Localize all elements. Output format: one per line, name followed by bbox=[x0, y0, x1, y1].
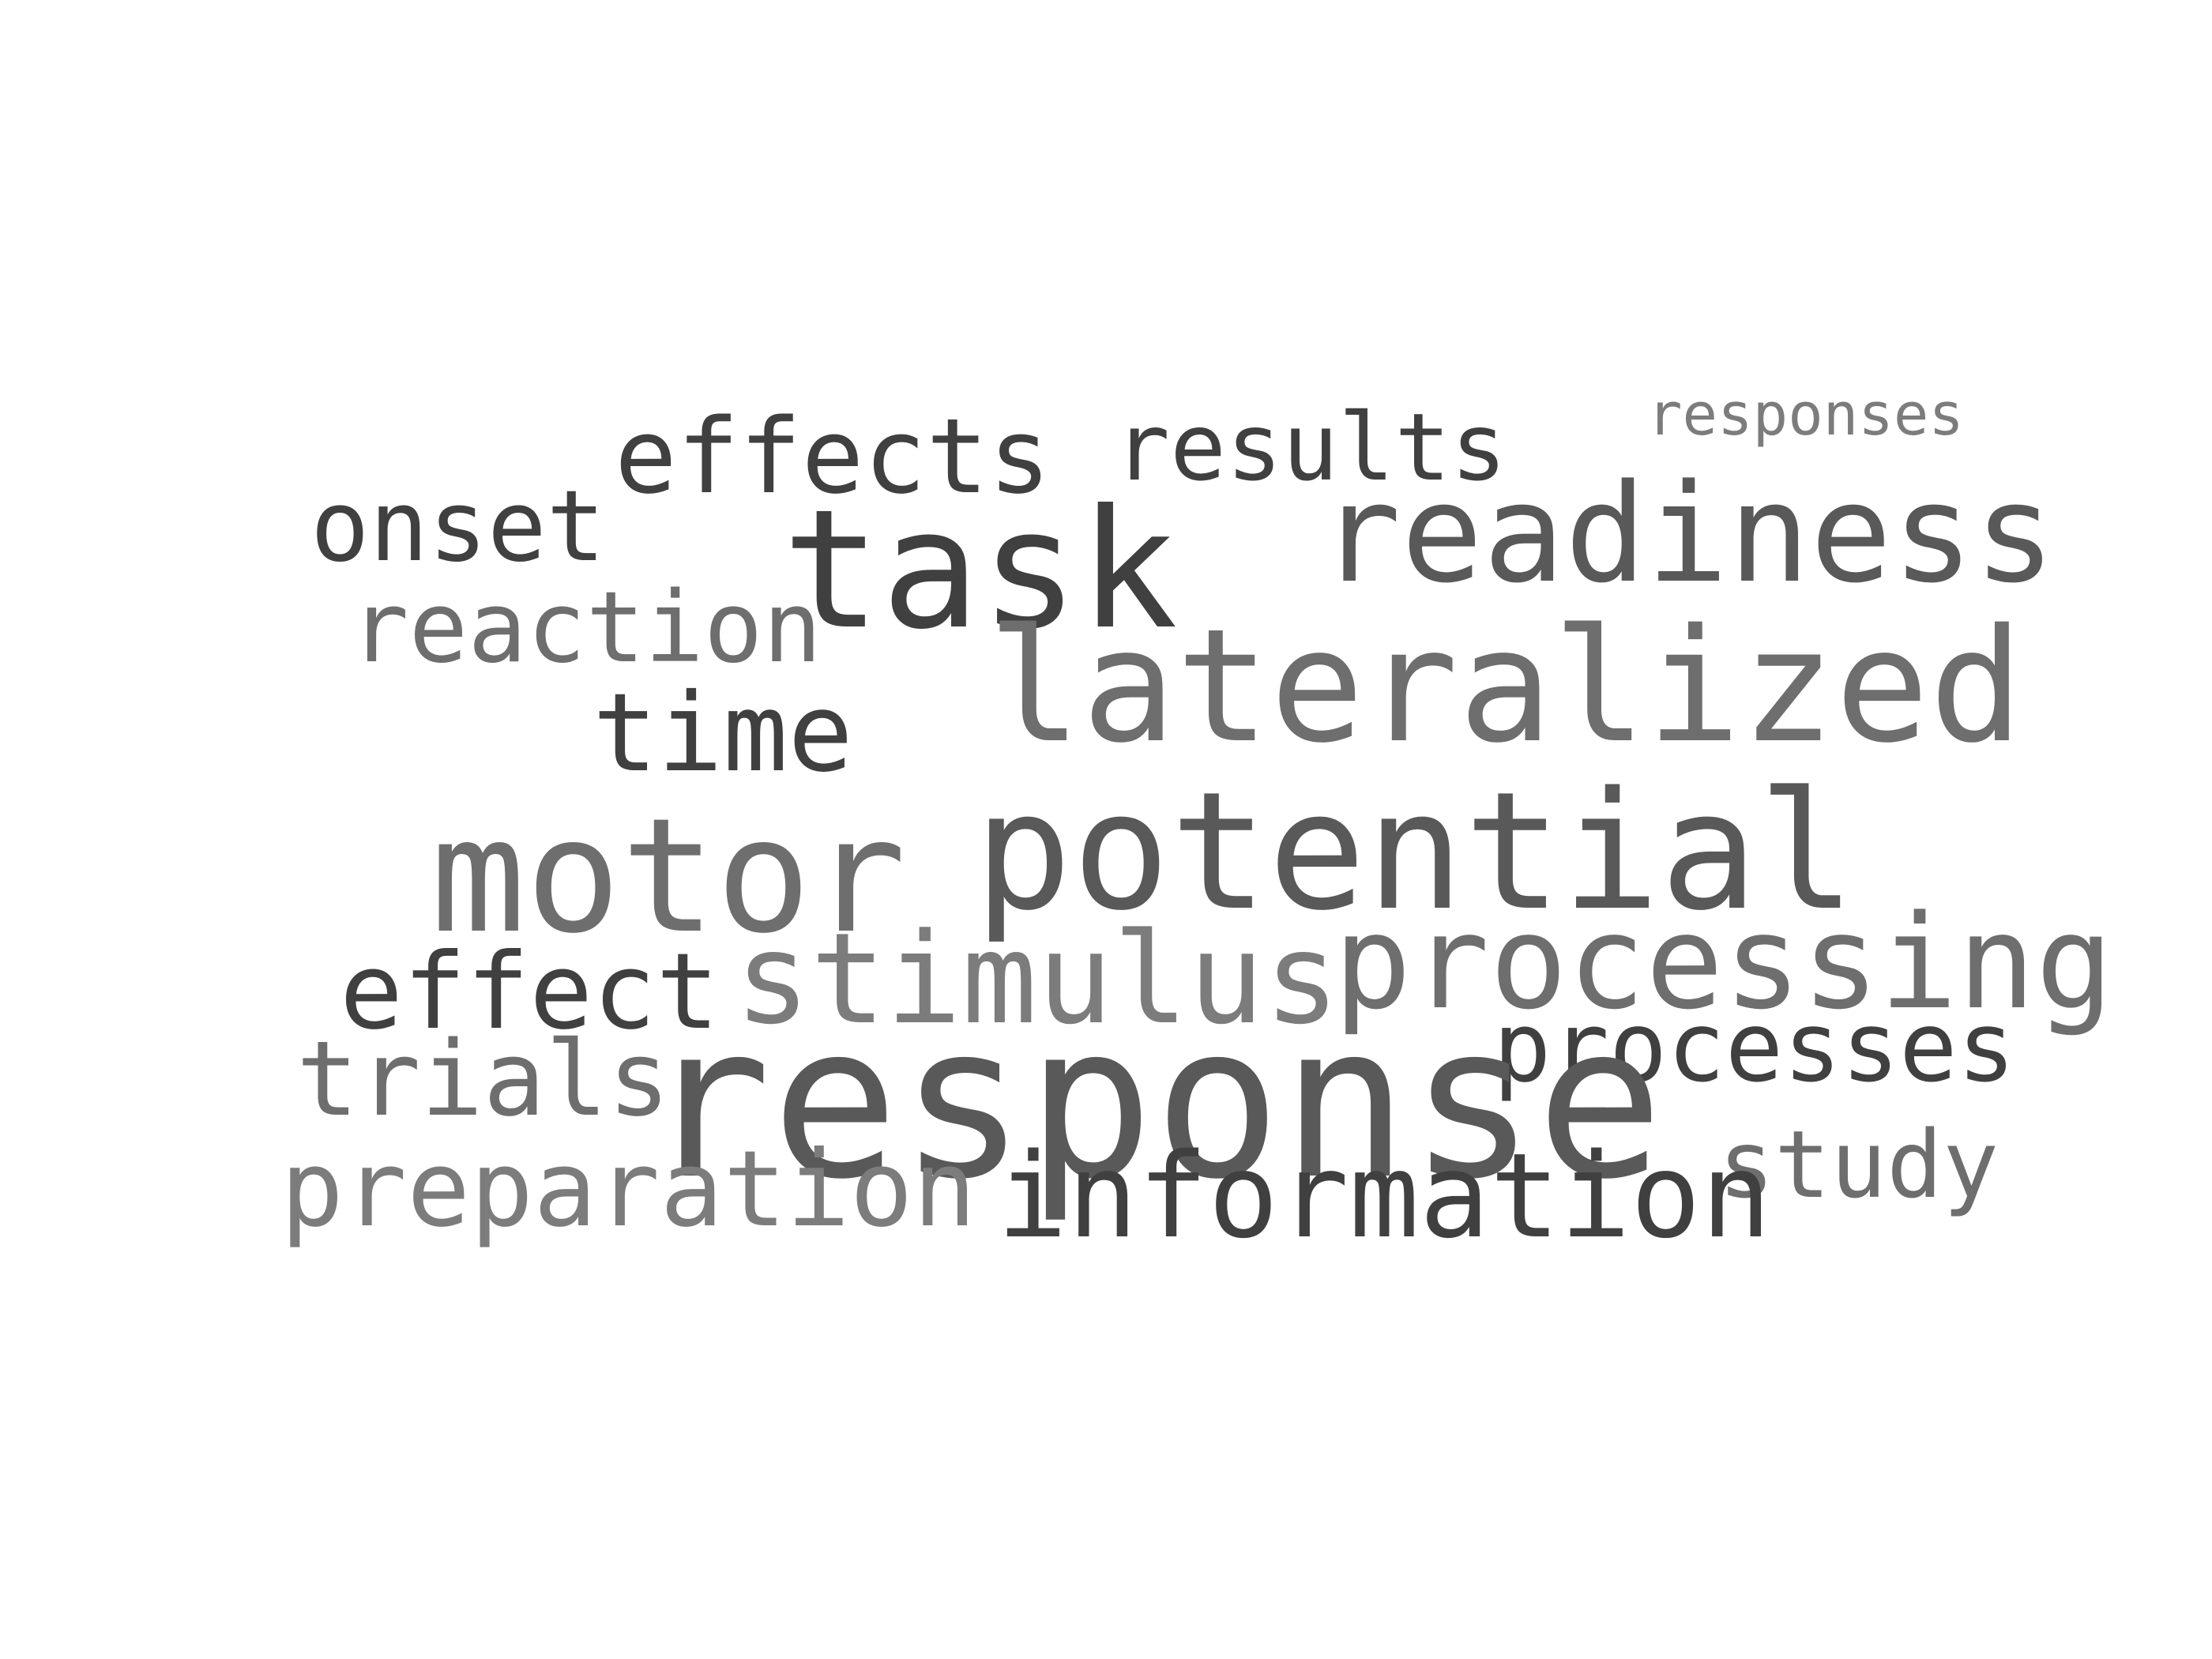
word-preparation: preparation bbox=[280, 1129, 976, 1251]
word-effects: effects bbox=[615, 396, 1051, 517]
word-effect: effect bbox=[340, 931, 720, 1053]
word-lateralized: lateralized bbox=[988, 595, 2024, 777]
word-trials: trials bbox=[296, 1018, 671, 1139]
word-response: response bbox=[644, 980, 1664, 1226]
word-responses: responses bbox=[1647, 381, 1964, 449]
word-task: task bbox=[782, 475, 1178, 666]
word-processes: processes bbox=[1493, 991, 2016, 1104]
word-information: information bbox=[997, 1128, 1772, 1264]
word-processing: processing bbox=[1334, 887, 2114, 1038]
word-reaction: reaction bbox=[350, 571, 822, 685]
word-onset: onset bbox=[310, 470, 606, 584]
word-readiness: readiness bbox=[1319, 454, 2056, 613]
word-study: study bbox=[1718, 1110, 1999, 1219]
word-motor: motor bbox=[431, 784, 907, 969]
word-potential: potential bbox=[974, 757, 1856, 946]
word-stimulus: stimulus bbox=[735, 906, 1340, 1052]
word-results: results bbox=[1114, 393, 1507, 502]
word-time: time bbox=[592, 671, 853, 796]
